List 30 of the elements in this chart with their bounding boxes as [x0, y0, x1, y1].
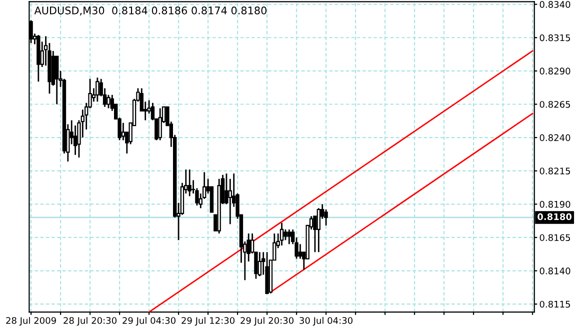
y-tick-label: 0.8240: [540, 134, 570, 142]
y-tick-label: 0.8315: [540, 34, 570, 42]
ref-line-label: 0.8180: [538, 213, 572, 220]
chart-title: AUDUSD,M30 0.8184 0.8186 0.8174 0.8180: [34, 6, 266, 16]
x-tick-label: 30 Jul 04:30: [300, 316, 352, 326]
candlestick: [298, 243, 302, 260]
x-tick-label: 29 Jul 20:30: [240, 316, 294, 326]
candlestick: [158, 108, 162, 141]
candlestick: [287, 228, 291, 245]
candlestick: [121, 122, 126, 141]
x-tick-label: 28 Jul 20:30: [64, 316, 117, 326]
x-tick-label: 29 Jul 04:30: [122, 316, 176, 326]
x-tick-label: 28 Jul 2009: [6, 316, 56, 326]
candlestick: [258, 251, 262, 277]
candlestick: [55, 56, 59, 105]
y-tick-label: 0.8115: [540, 300, 570, 308]
candlestick: [284, 228, 288, 241]
y-tick-label: 0.8340: [540, 1, 570, 8]
candlestick: [106, 94, 110, 109]
x-tick-label: 29 Jul 12:30: [182, 316, 235, 326]
y-tick-label: 0.8265: [540, 100, 570, 108]
y-tick-label: 0.8140: [540, 268, 570, 274]
candlestick: [316, 207, 320, 253]
y-tick-label: 0.8165: [540, 234, 570, 242]
y-tick-label: 0.8215: [540, 168, 570, 174]
candlestick: [96, 76, 100, 102]
y-tick-label: 0.8290: [540, 68, 570, 74]
candlestick: [280, 222, 284, 246]
y-tick-label: 0.8190: [540, 200, 570, 208]
candlestick: [188, 168, 192, 197]
